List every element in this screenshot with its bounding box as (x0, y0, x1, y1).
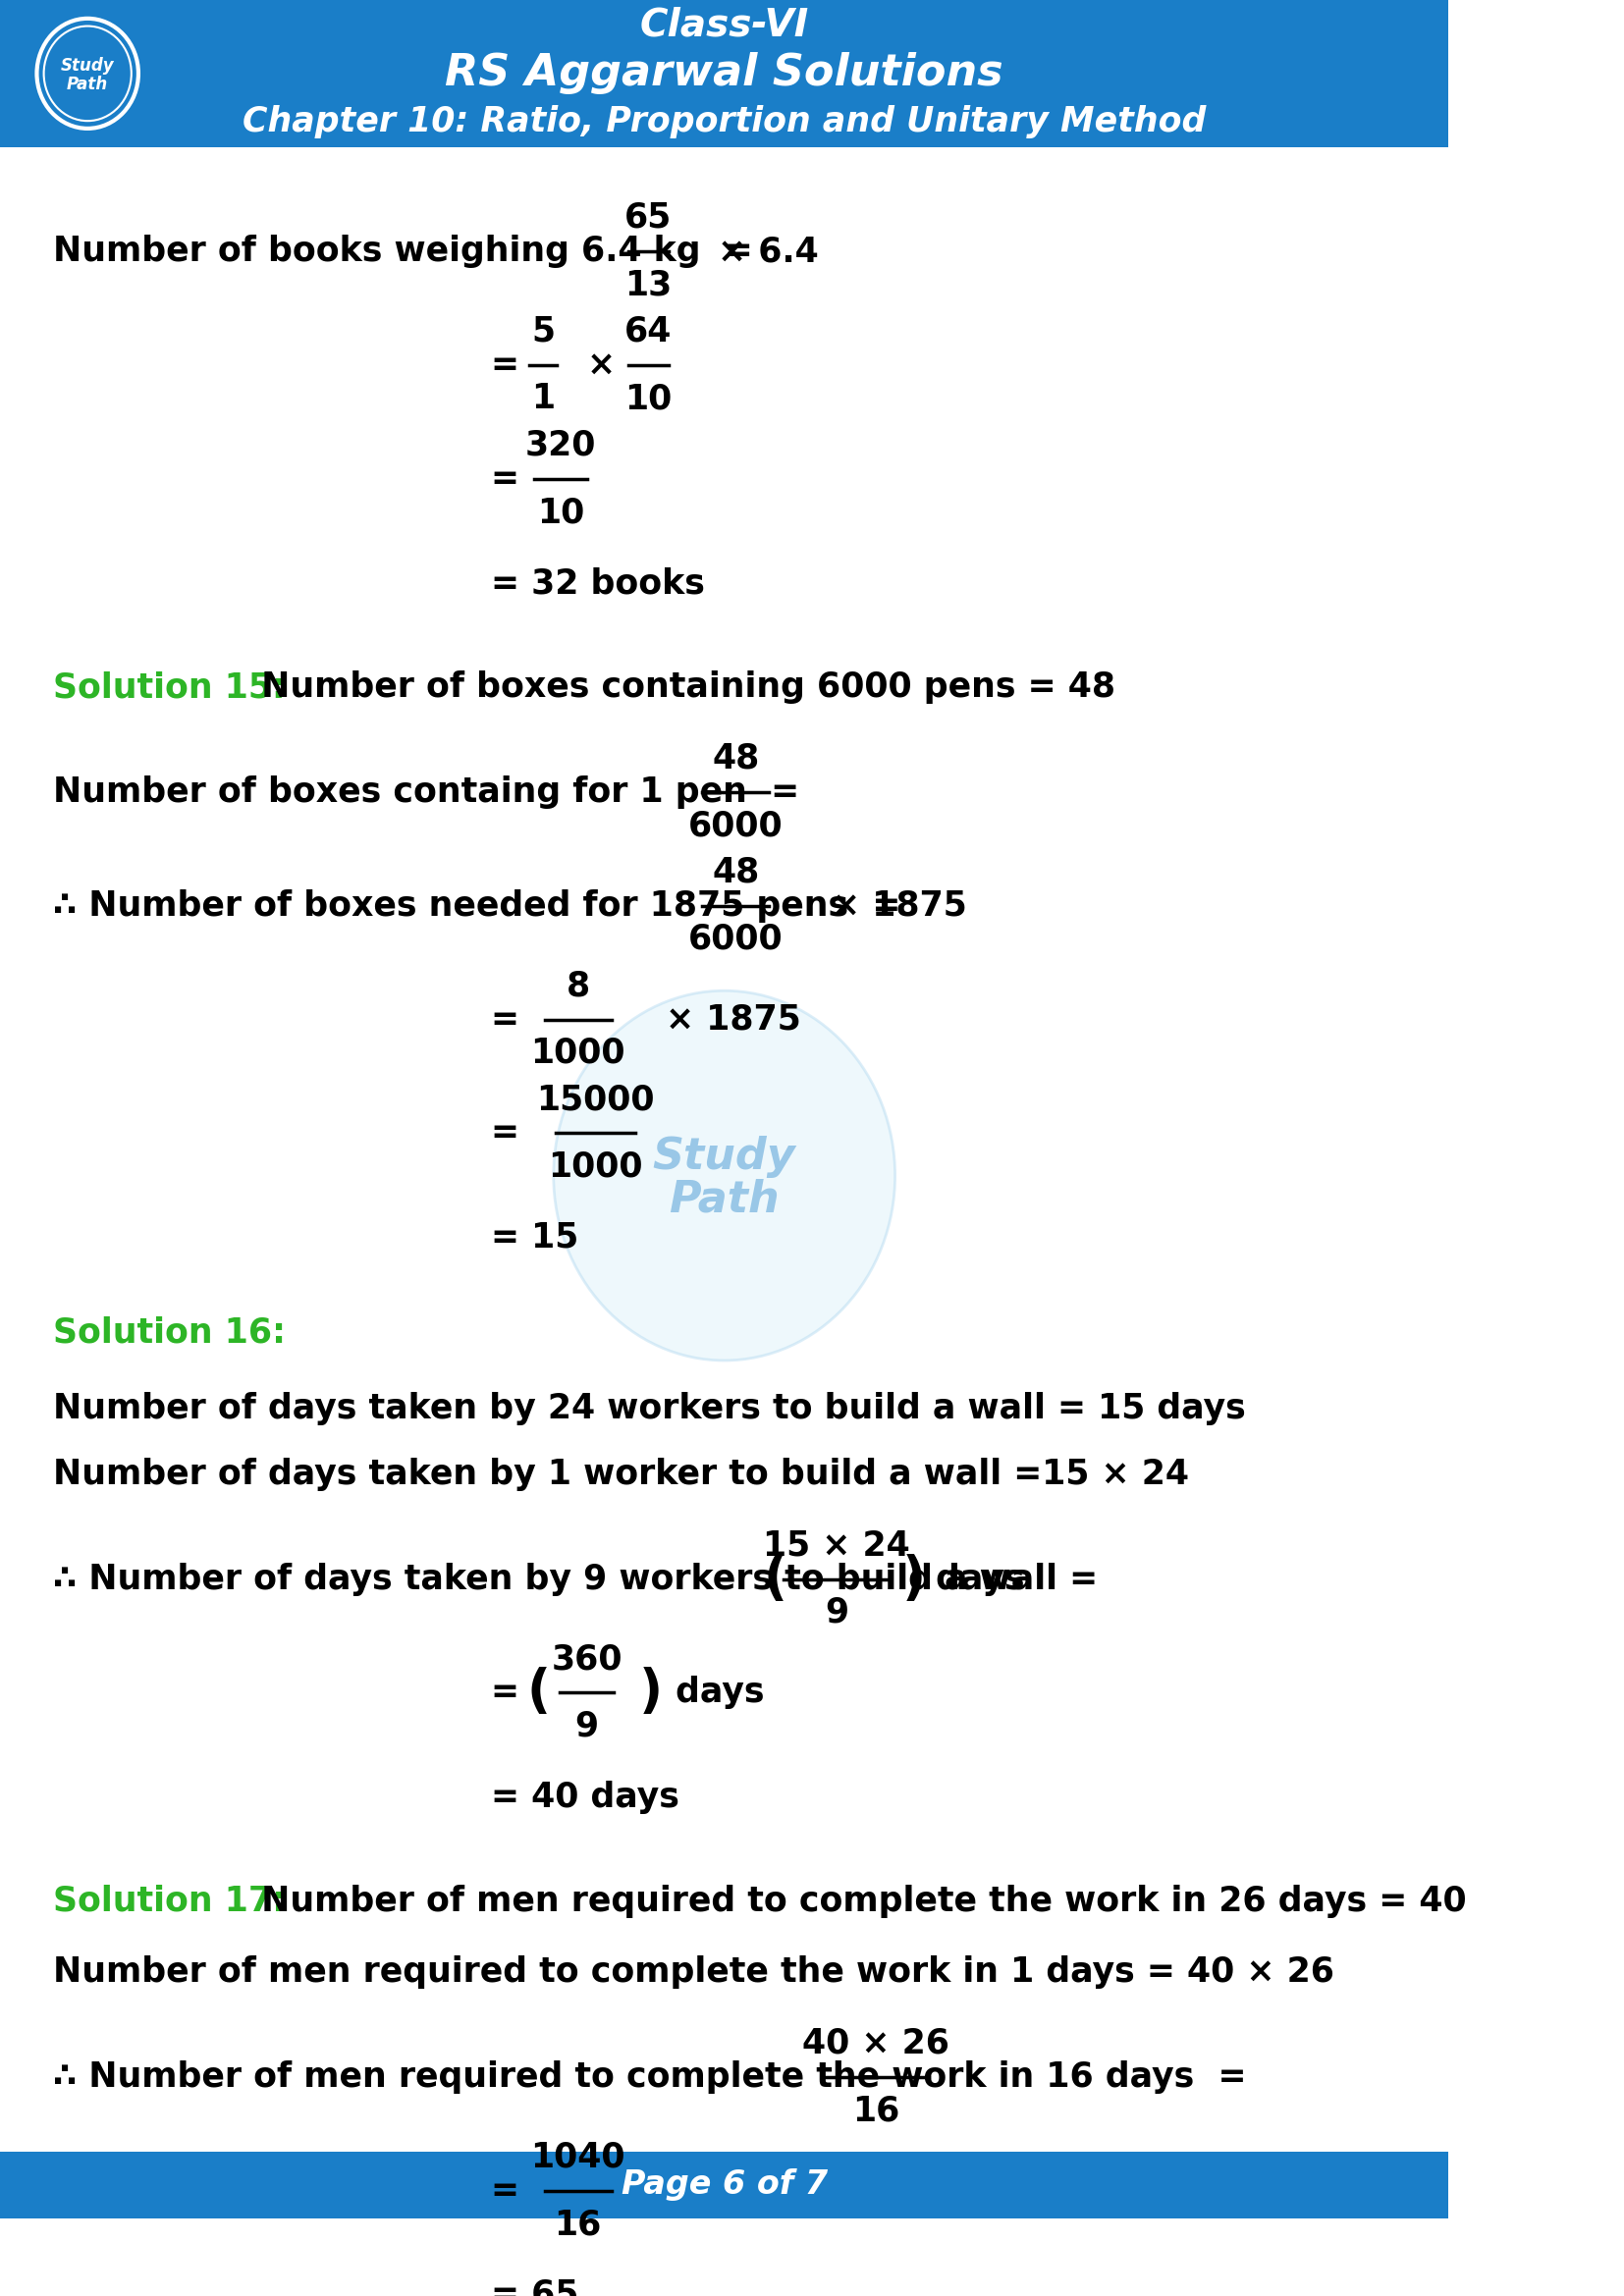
Text: Number of men required to complete the work in 26 days = 40: Number of men required to complete the w… (250, 1885, 1466, 1917)
Text: Solution 15:: Solution 15: (52, 670, 284, 705)
Text: =: = (490, 1116, 520, 1150)
Text: Number of books weighing 6.4 kg  =: Number of books weighing 6.4 kg = (52, 234, 752, 269)
Text: 6000: 6000 (689, 808, 783, 843)
Text: 13: 13 (624, 269, 672, 301)
Text: Path: Path (67, 76, 109, 94)
Text: 48: 48 (711, 742, 760, 774)
Text: 1000: 1000 (531, 1035, 625, 1070)
Text: Number of men required to complete the work in 1 days = 40 × 26: Number of men required to complete the w… (52, 1956, 1333, 1988)
Text: 16: 16 (853, 2094, 900, 2126)
Text: ×: × (586, 349, 615, 381)
Bar (0, 2151, 1449, 2218)
Text: 64: 64 (624, 315, 672, 349)
Text: = 15: = 15 (490, 1221, 578, 1254)
Text: Number of boxes containing 6000 pens = 48: Number of boxes containing 6000 pens = 4… (250, 670, 1116, 705)
Text: 10: 10 (538, 496, 585, 530)
Text: Path: Path (669, 1178, 780, 1221)
Text: =: = (490, 2174, 520, 2206)
Text: 9: 9 (825, 1596, 848, 1630)
Text: 16: 16 (554, 2209, 603, 2241)
Bar (0, 0, 1449, 147)
Text: ∴ Number of men required to complete the work in 16 days  =: ∴ Number of men required to complete the… (52, 2060, 1246, 2094)
Text: =: = (490, 1003, 520, 1035)
Circle shape (554, 990, 895, 1362)
Text: 65: 65 (624, 200, 672, 234)
Text: 15 × 24: 15 × 24 (763, 1529, 909, 1561)
Text: (: ( (763, 1554, 788, 1605)
Text: ): ) (640, 1667, 663, 1717)
Text: 40 × 26: 40 × 26 (802, 2027, 950, 2060)
Text: ∴ Number of days taken by 9 workers to build a wall =: ∴ Number of days taken by 9 workers to b… (52, 1561, 1098, 1596)
Text: (: ( (528, 1667, 551, 1717)
Text: =: = (490, 461, 520, 496)
Text: days: days (664, 1676, 765, 1711)
Text: 9: 9 (575, 1711, 599, 1743)
Text: Study: Study (653, 1137, 796, 1178)
Text: 5: 5 (531, 315, 555, 349)
Text: 320: 320 (525, 429, 596, 461)
Text: × 1875: × 1875 (666, 1003, 801, 1035)
Text: Number of days taken by 1 worker to build a wall =15 × 24: Number of days taken by 1 worker to buil… (52, 1458, 1189, 1492)
Text: ): ) (901, 1554, 926, 1605)
Text: 6000: 6000 (689, 923, 783, 955)
Text: Study: Study (60, 57, 114, 76)
Text: 48: 48 (711, 854, 760, 889)
Text: 1000: 1000 (549, 1150, 643, 1185)
Text: ∴ Number of boxes needed for 1875 pens  =: ∴ Number of boxes needed for 1875 pens = (52, 889, 900, 923)
Text: = 32 books: = 32 books (490, 567, 705, 599)
Text: Page 6 of 7: Page 6 of 7 (620, 2170, 828, 2202)
Text: Solution 16:: Solution 16: (52, 1316, 286, 1350)
Text: × 6.4: × 6.4 (718, 234, 818, 269)
Text: = 65: = 65 (490, 2278, 578, 2296)
Text: RS Aggarwal Solutions: RS Aggarwal Solutions (445, 53, 1004, 94)
Text: 8: 8 (567, 969, 590, 1003)
Text: × 1875: × 1875 (831, 889, 968, 923)
Text: Number of days taken by 24 workers to build a wall = 15 days: Number of days taken by 24 workers to bu… (52, 1391, 1246, 1426)
Text: 15000: 15000 (536, 1084, 654, 1116)
Text: days: days (924, 1561, 1025, 1596)
Text: =: = (490, 1676, 520, 1711)
Text: Solution 17:: Solution 17: (52, 1885, 286, 1917)
Text: Class-VI: Class-VI (640, 7, 809, 44)
Text: =: = (490, 349, 520, 381)
Text: 360: 360 (551, 1642, 622, 1676)
Text: Chapter 10: Ratio, Proportion and Unitary Method: Chapter 10: Ratio, Proportion and Unitar… (242, 106, 1207, 138)
Text: = 40 days: = 40 days (490, 1779, 679, 1814)
Text: Number of boxes containg for 1 pen  =: Number of boxes containg for 1 pen = (52, 776, 799, 808)
Text: 10: 10 (624, 381, 672, 416)
Text: 1040: 1040 (531, 2140, 625, 2174)
Text: 1: 1 (531, 381, 555, 416)
